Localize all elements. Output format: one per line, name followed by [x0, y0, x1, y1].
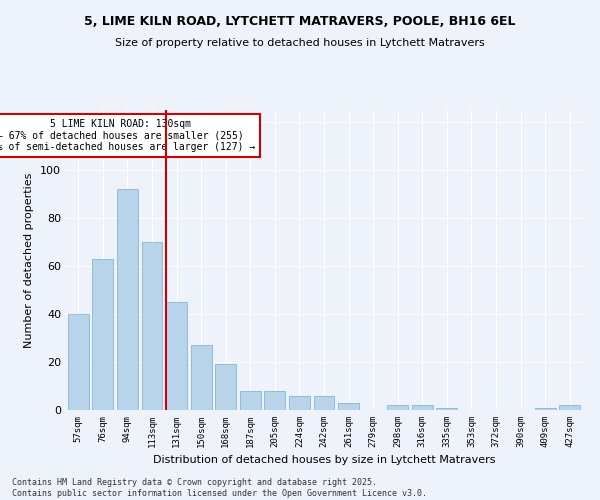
Bar [535, 408, 556, 410]
Text: Size of property relative to detached houses in Lytchett Matravers: Size of property relative to detached ho… [115, 38, 485, 48]
Bar [240, 391, 261, 410]
Bar [436, 408, 457, 410]
Bar [215, 364, 236, 410]
Bar [166, 302, 187, 410]
Text: Contains HM Land Registry data © Crown copyright and database right 2025.
Contai: Contains HM Land Registry data © Crown c… [12, 478, 427, 498]
Bar [338, 403, 359, 410]
X-axis label: Distribution of detached houses by size in Lytchett Matravers: Distribution of detached houses by size … [153, 456, 495, 466]
Bar [387, 405, 408, 410]
Y-axis label: Number of detached properties: Number of detached properties [25, 172, 34, 348]
Bar [117, 189, 138, 410]
Bar [191, 345, 212, 410]
Bar [92, 259, 113, 410]
Bar [265, 391, 286, 410]
Bar [314, 396, 334, 410]
Bar [559, 405, 580, 410]
Text: 5, LIME KILN ROAD, LYTCHETT MATRAVERS, POOLE, BH16 6EL: 5, LIME KILN ROAD, LYTCHETT MATRAVERS, P… [84, 15, 516, 28]
Bar [412, 405, 433, 410]
Text: 5 LIME KILN ROAD: 130sqm
← 67% of detached houses are smaller (255)
33% of semi-: 5 LIME KILN ROAD: 130sqm ← 67% of detach… [0, 119, 256, 152]
Bar [68, 314, 89, 410]
Bar [289, 396, 310, 410]
Bar [142, 242, 163, 410]
